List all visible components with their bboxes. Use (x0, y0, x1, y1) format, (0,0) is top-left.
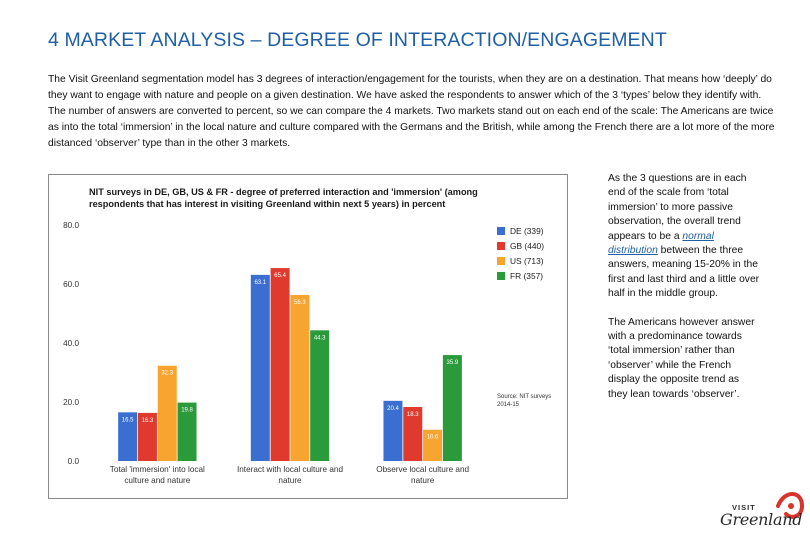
legend-label-gb: GB (440) (510, 240, 544, 251)
bar-value-label: 10.6 (427, 435, 439, 441)
bar (118, 412, 138, 461)
bar (290, 294, 310, 461)
legend-item-us: US (713) (497, 253, 544, 268)
y-tick-label: 0.0 (68, 457, 80, 466)
bar (383, 400, 403, 461)
bar (310, 330, 330, 461)
bar (270, 268, 290, 461)
x-category-label: culture and nature (124, 476, 190, 485)
legend-label-fr: FR (357) (510, 270, 544, 281)
x-category-label: nature (411, 476, 435, 485)
legend-item-gb: GB (440) (497, 238, 544, 253)
logo-greenland-text: Greenland (720, 510, 803, 529)
bar-value-label: 16.3 (142, 418, 154, 424)
side-p1-before: As the 3 questions are in each end of th… (608, 173, 747, 242)
bar (442, 355, 462, 461)
y-tick-label: 20.0 (63, 398, 79, 407)
bar (250, 274, 270, 461)
legend-item-de: DE (339) (497, 223, 544, 238)
bar-value-label: 56.3 (294, 300, 306, 306)
bar-value-label: 20.4 (387, 406, 399, 412)
x-category-label: Interact with local culture and (237, 465, 343, 474)
legend-item-fr: FR (357) (497, 268, 544, 283)
y-tick-label: 60.0 (63, 280, 79, 289)
bar-value-label: 35.9 (447, 360, 459, 366)
x-category-label: Total 'immersion' into local (110, 465, 205, 474)
side-paragraph-2: The Americans however answer with a pred… (608, 316, 755, 400)
y-tick-label: 40.0 (63, 339, 79, 348)
slide-title: 4 MARKET ANALYSIS – DEGREE OF INTERACTIO… (48, 29, 667, 51)
legend-label-de: DE (339) (510, 225, 544, 236)
bar (403, 407, 423, 461)
legend-swatch-us (497, 256, 505, 265)
bar-chart: 0.0 20.0 40.0 60.0 80.0 16.5 16.3 32.3 19.8 Total… (48, 174, 568, 499)
side-commentary: As the 3 questions are in each end of th… (608, 172, 760, 416)
intro-paragraph: The Visit Greenland segmentation model h… (48, 74, 775, 149)
legend-swatch-gb (497, 241, 505, 250)
legend-swatch-fr (497, 271, 505, 280)
bar-value-label: 44.3 (314, 335, 326, 341)
logo-mark-icon (776, 492, 804, 519)
bar (177, 402, 197, 461)
side-p1-after: between the three answers, meaning 15-20… (608, 245, 760, 300)
chart-plot: 0.0 20.0 40.0 60.0 80.0 16.5 16.3 32.3 19.8 Total… (63, 221, 469, 485)
bar (423, 429, 443, 461)
normal-distribution-link[interactable]: normal distribution (608, 230, 714, 257)
x-category-label: nature (278, 476, 302, 485)
bar-value-label: 32.3 (161, 371, 173, 377)
x-category-label: Observe local culture and (376, 465, 469, 474)
bar-value-label: 19.8 (181, 408, 193, 414)
bar-value-label: 18.3 (407, 412, 419, 418)
chart-title: NIT surveys in DE, GB, US & FR - degree … (89, 187, 478, 209)
legend-label-us: US (713) (510, 255, 544, 266)
bar-value-label: 16.5 (122, 417, 134, 423)
logo-visit-text: VISIT (732, 503, 756, 512)
visit-greenland-logo: VISIT Greenland (718, 486, 804, 534)
bar-value-label: 65.4 (274, 273, 286, 279)
bar (157, 365, 177, 461)
y-tick-label: 80.0 (63, 221, 79, 230)
bar-value-label: 63.1 (254, 280, 266, 286)
side-paragraph-1: As the 3 questions are in each end of th… (608, 172, 760, 302)
chart-source-note: Source: NIT surveys 2014-15 (497, 394, 552, 408)
legend-swatch-de (497, 226, 505, 235)
bar (137, 412, 157, 461)
chart-legend: DE (339) GB (440) US (713) FR (357) (497, 223, 544, 283)
